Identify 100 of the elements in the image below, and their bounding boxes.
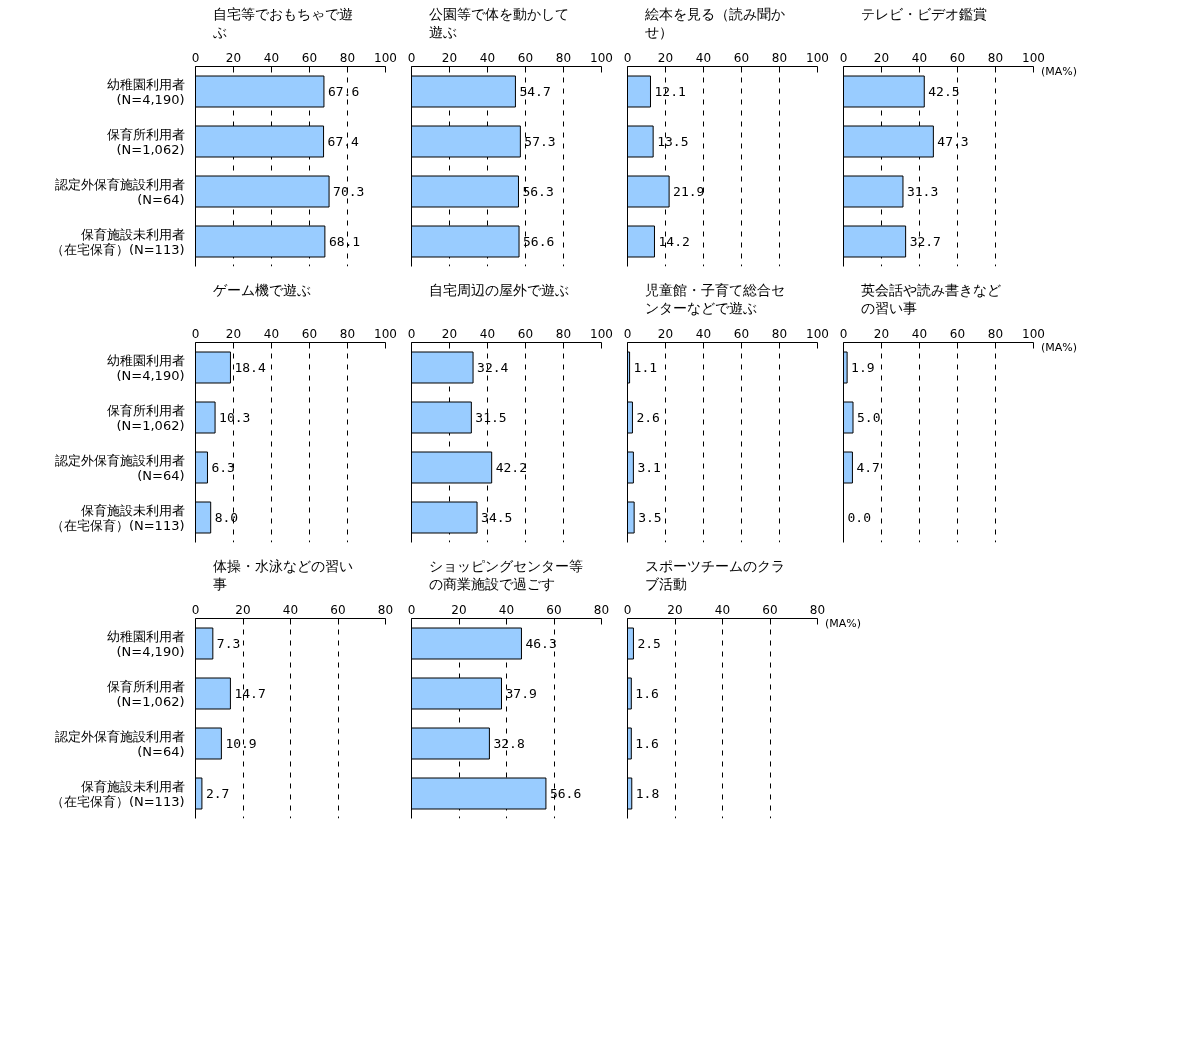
x-axis-title: (MA%) [825, 616, 862, 632]
data-label: 47.3 [937, 134, 969, 149]
x-tick-label: 40 [479, 50, 496, 65]
data-label: 4.7 [856, 460, 880, 475]
x-tick-label: 100 [590, 326, 613, 341]
x-tick-label: 0 [407, 50, 416, 65]
data-label: 68.1 [328, 234, 361, 249]
y-tick-label: 保育施設未利用者（在宅保育）(N=113) [50, 226, 185, 257]
data-label: 14.7 [234, 686, 266, 701]
x-tick-label: 80 [771, 50, 788, 65]
x-tick-label: 40 [695, 326, 712, 341]
x-tick-label: 40 [498, 602, 515, 617]
x-tick-label: 40 [479, 326, 496, 341]
chart-title: 英会話や読み書きなどの習い事 [861, 281, 1002, 318]
data-label: 10.3 [219, 410, 251, 425]
x-tick-label: 20 [873, 50, 890, 65]
x-tick-label: 20 [441, 326, 458, 341]
x-tick-label: 60 [733, 50, 750, 65]
y-tick-label: 幼稚園利用者(N=4,190) [106, 628, 185, 659]
x-axis-title: (MA%) [1041, 64, 1078, 80]
x-tick-label: 40 [282, 602, 299, 617]
x-tick-label: 40 [911, 326, 928, 341]
data-label: 42.5 [928, 84, 960, 99]
data-label: 37.9 [505, 686, 537, 701]
x-tick-label: 0 [407, 326, 416, 341]
x-tick-label: 0 [839, 50, 848, 65]
chart-title: ゲーム機で遊ぶ [213, 281, 311, 300]
x-tick-label: 100 [806, 50, 829, 65]
chart-title: 自宅周辺の屋外で遊ぶ [429, 281, 569, 300]
x-tick-label: 80 [555, 326, 572, 341]
x-tick-label: 100 [374, 50, 397, 65]
x-tick-label: 100 [806, 326, 829, 341]
x-tick-label: 20 [225, 50, 242, 65]
data-label: 2.7 [205, 786, 230, 801]
x-tick-label: 20 [451, 602, 467, 617]
data-label: 1.9 [851, 360, 875, 375]
x-tick-label: 40 [263, 326, 280, 341]
chart-title: スポーツチームのクラブ活動 [645, 557, 786, 594]
x-tick-label: 0 [623, 602, 632, 617]
x-tick-label: 20 [235, 602, 251, 617]
data-label: 67.6 [327, 84, 360, 99]
y-tick-label: 幼稚園利用者(N=4,190) [106, 352, 185, 383]
chart-title: 体操・水泳などの習い事 [213, 557, 354, 594]
x-tick-label: 0 [191, 602, 200, 617]
y-tick-label: 保育所利用者(N=1,062) [106, 678, 185, 709]
x-tick-label: 60 [949, 326, 966, 341]
x-tick-label: 0 [623, 50, 632, 65]
x-tick-label: 100 [374, 326, 397, 341]
x-tick-label: 20 [667, 602, 683, 617]
chart-title: 絵本を見る（読み聞かせ） [645, 5, 786, 42]
y-tick-label: 保育所利用者(N=1,062) [106, 402, 185, 433]
data-label: 56.6 [549, 786, 582, 801]
x-tick-label: 40 [714, 602, 731, 617]
x-tick-label: 40 [911, 50, 928, 65]
x-tick-label: 0 [191, 326, 200, 341]
y-tick-label: 保育施設未利用者（在宅保育）(N=113) [50, 502, 185, 533]
y-tick-label: 認定外保育施設利用者(N=64) [54, 452, 185, 483]
x-tick-label: 60 [517, 326, 534, 341]
data-label: 46.3 [525, 636, 557, 651]
data-label: 18.4 [234, 360, 266, 375]
x-tick-label: 100 [1022, 50, 1045, 65]
x-tick-label: 80 [987, 326, 1004, 341]
x-tick-label: 100 [1022, 326, 1045, 341]
y-tick-label: 認定外保育施設利用者(N=64) [54, 728, 185, 759]
chart-title: ショッピングセンター等の商業施設で過ごす [429, 557, 584, 594]
x-tick-label: 80 [593, 602, 610, 617]
data-label: 1.8 [635, 786, 660, 801]
x-tick-label: 60 [546, 602, 562, 617]
x-tick-label: 100 [590, 50, 613, 65]
data-label: 54.7 [519, 84, 551, 99]
y-tick-label: 認定外保育施設利用者(N=64) [54, 176, 185, 207]
chart-title: テレビ・ビデオ鑑賞 [861, 5, 987, 24]
chart-title: 公園等で体を動かして遊ぶ [429, 5, 570, 42]
x-tick-label: 0 [839, 326, 848, 341]
x-tick-label: 80 [555, 50, 572, 65]
data-label: 3.1 [637, 460, 661, 475]
data-label: 1.6 [635, 686, 659, 701]
data-label: 32.4 [477, 360, 509, 375]
data-label: 13.5 [657, 134, 689, 149]
x-tick-label: 20 [225, 326, 242, 341]
x-tick-label: 80 [377, 602, 394, 617]
data-label: 56.6 [523, 234, 555, 249]
chart-title: 自宅等でおもちゃで遊ぶ [213, 5, 354, 42]
x-tick-label: 60 [301, 326, 318, 341]
x-tick-label: 60 [733, 326, 750, 341]
data-label: 2.6 [636, 410, 660, 425]
x-tick-label: 60 [949, 50, 966, 65]
data-label: 21.9 [673, 184, 705, 199]
x-tick-label: 40 [263, 50, 280, 65]
x-tick-label: 20 [873, 326, 890, 341]
x-tick-label: 0 [623, 326, 632, 341]
x-tick-label: 20 [657, 50, 674, 65]
data-label: 10.9 [225, 736, 257, 751]
data-label: 12.1 [654, 84, 686, 99]
x-axis-title: (MA%) [1041, 340, 1078, 356]
x-tick-label: 0 [407, 602, 416, 617]
chart-title: 児童館・子育て総合センターなどで遊ぶ [645, 281, 786, 318]
data-label: 6.3 [211, 460, 235, 475]
data-label: 3.5 [638, 510, 662, 525]
x-tick-label: 60 [762, 602, 778, 617]
